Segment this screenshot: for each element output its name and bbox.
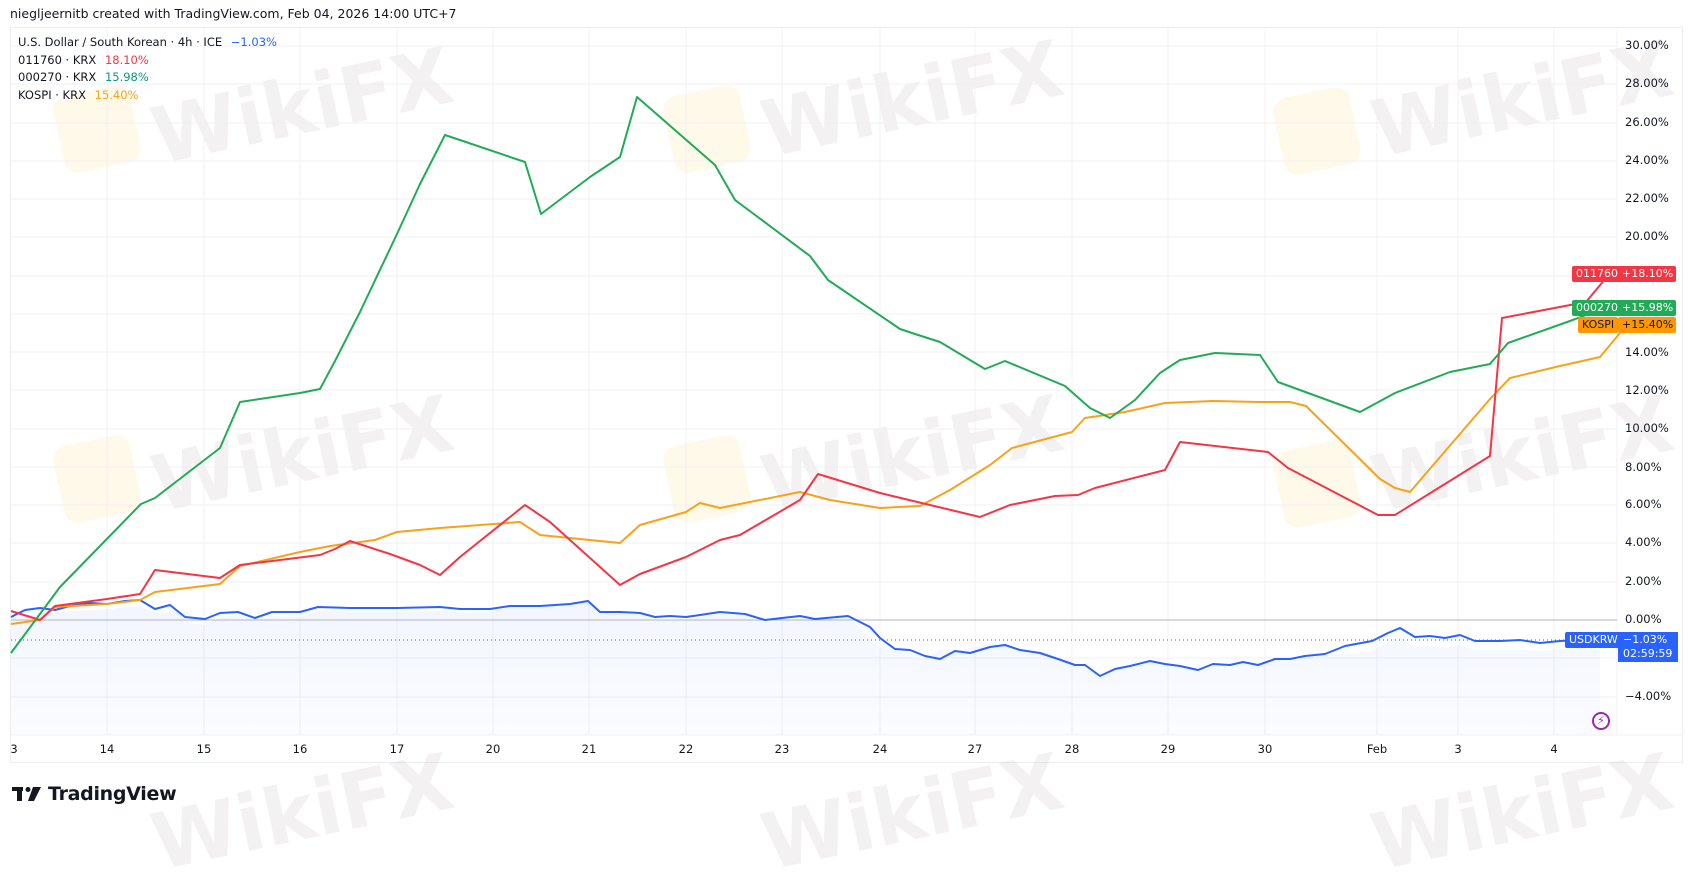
series-kospi-value-badge: +15.40% [1618, 317, 1676, 333]
plot-area[interactable] [0, 0, 1693, 823]
y-tick: 0.00% [1625, 612, 1662, 626]
series-kospi-line [10, 332, 1621, 625]
x-tick: 24 [872, 742, 888, 756]
y-tick: 30.00% [1625, 38, 1669, 52]
tradingview-logo-text: TradingView [48, 783, 177, 805]
series-011760-line [10, 277, 1607, 621]
y-tick: 14.00% [1625, 345, 1669, 359]
legend-value: 18.10% [104, 52, 149, 67]
x-tick: 21 [581, 742, 597, 756]
series-usdkrw-line [10, 599, 1600, 677]
lightning-icon[interactable]: ⚡ [1592, 712, 1610, 730]
legend-row-011760[interactable]: 011760 · KRX 18.10% [18, 52, 277, 70]
y-tick: 22.00% [1625, 191, 1669, 205]
legend-symbol: 011760 · KRX [18, 52, 97, 67]
series-011760-value-badge: +18.10% [1618, 266, 1676, 282]
series-kospi-name-badge: KOSPI [1578, 317, 1619, 333]
legend-value: −1.03% [230, 35, 277, 49]
x-tick: 30 [1257, 742, 1273, 756]
tradingview-logo: TradingView [12, 783, 177, 805]
x-tick: 27 [967, 742, 983, 756]
y-tick: 8.00% [1625, 460, 1662, 474]
y-tick: 12.00% [1625, 383, 1669, 397]
x-tick: 14 [99, 742, 115, 756]
y-tick: 20.00% [1625, 229, 1669, 243]
y-tick: −4.00% [1625, 689, 1672, 703]
attribution-header: niegljeernitb created with TradingView.c… [10, 6, 457, 21]
y-tick: 28.00% [1625, 76, 1669, 90]
y-tick: 24.00% [1625, 153, 1669, 167]
x-tick: 23 [774, 742, 790, 756]
x-tick: 20 [485, 742, 501, 756]
x-tick: Feb [1366, 742, 1388, 756]
legend-symbol: 000270 · KRX [18, 70, 97, 84]
tradingview-logo-icon [12, 787, 41, 801]
x-tick: 3 [10, 742, 18, 756]
bar-countdown: 02:59:59 [1623, 647, 1673, 660]
chart-legend: U.S. Dollar / South Korean · 4h · ICE −1… [18, 34, 277, 104]
legend-row-000270[interactable]: 000270 · KRX 15.98% [18, 69, 277, 87]
x-tick: 16 [292, 742, 308, 756]
series-usdkrw-value-badge: −1.03% 02:59:59 [1618, 632, 1678, 662]
x-tick: 29 [1160, 742, 1176, 756]
legend-value: 15.40% [94, 87, 139, 102]
y-tick: 2.00% [1625, 574, 1662, 588]
horizontal-gridlines [11, 45, 1617, 698]
usdkrw-area-fill [11, 601, 1600, 735]
x-tick: 3 [1454, 742, 1462, 756]
legend-value: 15.98% [104, 70, 149, 84]
legend-symbol: U.S. Dollar / South Korean · 4h · ICE [18, 35, 223, 49]
x-tick: 28 [1064, 742, 1080, 756]
series-000270-name-badge: 000270 [1572, 300, 1622, 316]
series-000270-line [10, 96, 1587, 654]
legend-row-kospi[interactable]: KOSPI · KRX 15.40% [18, 87, 277, 105]
series-000270-value-badge: +15.98% [1618, 300, 1676, 316]
x-tick: 4 [1550, 742, 1558, 756]
x-tick: 22 [678, 742, 694, 756]
legend-symbol: KOSPI · KRX [18, 87, 86, 102]
series-011760-name-badge: 011760 [1572, 266, 1622, 282]
y-tick: 26.00% [1625, 115, 1669, 129]
y-tick: 6.00% [1625, 497, 1662, 511]
series-usdkrw-name-badge: USDKRW [1565, 632, 1622, 648]
x-tick: 17 [389, 742, 405, 756]
y-tick: 4.00% [1625, 535, 1662, 549]
legend-row-usdkrw[interactable]: U.S. Dollar / South Korean · 4h · ICE −1… [18, 34, 277, 52]
usdkrw-value: −1.03% [1623, 633, 1668, 646]
y-tick: 10.00% [1625, 421, 1669, 435]
x-tick: 15 [196, 742, 212, 756]
